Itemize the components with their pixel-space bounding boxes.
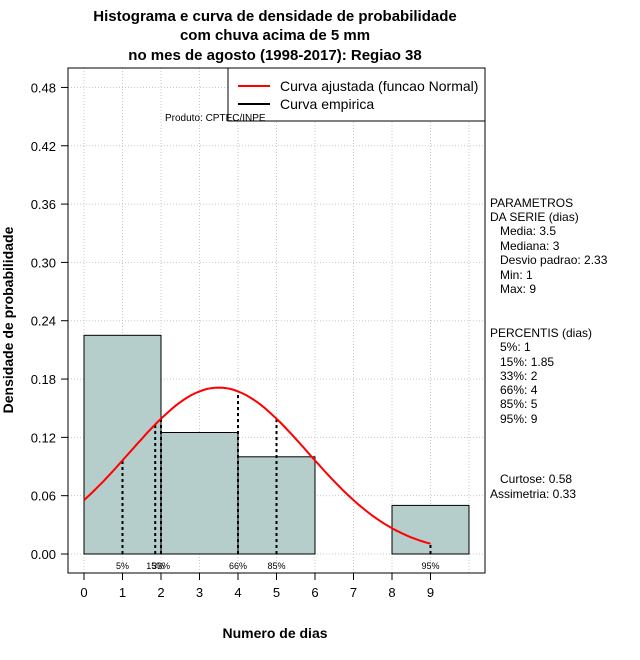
- x-tick-label: 8: [388, 585, 395, 600]
- percentile-line: PERCENTIS (dias): [490, 326, 592, 340]
- y-tick-label: 0.00: [31, 547, 56, 562]
- legend-label-fit: Curva ajustada (funcao Normal): [280, 78, 478, 94]
- y-tick-label: 0.18: [31, 372, 56, 387]
- percentile-line: 66%: 4: [490, 383, 538, 397]
- chart-title-line-2: com chuva acima de 5 mm: [180, 27, 370, 44]
- histogram-bar: [160, 432, 239, 555]
- param-line: DA SERIE (dias): [490, 210, 579, 224]
- param-line: Media: 3.5: [490, 224, 556, 238]
- percentile-line: 33%: 2: [490, 369, 538, 383]
- side-panel: PARAMETROS DA SERIE (dias) Media: 3.5 Me…: [490, 196, 608, 501]
- param-line: PARAMETROS: [490, 196, 573, 210]
- y-axis-label: Densidade de probabilidade: [0, 226, 16, 413]
- legend-label-empirical: Curva empirica: [280, 96, 374, 112]
- legend: Curva ajustada (funcao Normal) Curva emp…: [227, 67, 486, 122]
- y-tick-label: 0.48: [31, 80, 56, 95]
- percentile-lines: 5% 15%33% 66% 85% 95%: [116, 391, 440, 571]
- x-axis: 0 1 2 3 4 5 6 7 8 9: [80, 572, 434, 600]
- y-tick-label: 0.12: [31, 430, 56, 445]
- chart-title-line-1: Histograma e curva de densidade de proba…: [93, 8, 456, 25]
- x-tick-label: 0: [80, 585, 87, 600]
- skewness-text: Assimetria: 0.33: [490, 487, 576, 501]
- percentile-line: 15%: 1.85: [490, 355, 554, 369]
- legend-box: [227, 67, 486, 122]
- y-tick-label: 0.30: [31, 255, 56, 270]
- y-tick-label: 0.42: [31, 139, 56, 154]
- x-tick-label: 6: [311, 585, 318, 600]
- percentile-line: 85%: 5: [490, 397, 538, 411]
- y-tick-label: 0.06: [31, 489, 56, 504]
- percentile-label: 33%: [152, 561, 170, 571]
- percentile-label: 15%: [146, 561, 164, 571]
- percentile-label: 66%: [229, 561, 247, 571]
- percentile-label: 95%: [421, 561, 439, 571]
- y-tick-label: 0.24: [31, 314, 56, 329]
- percentile-label: 5%: [116, 561, 129, 571]
- x-tick-label: 9: [427, 585, 434, 600]
- chart-title-line-3: no mes de agosto (1998-2017): Regiao 38: [128, 47, 421, 64]
- param-line: Max: 9: [490, 282, 536, 296]
- x-tick-label: 7: [350, 585, 357, 600]
- x-axis-label: Numero de dias: [222, 625, 327, 641]
- x-tick-label: 3: [196, 585, 203, 600]
- param-line: Mediana: 3: [490, 239, 560, 253]
- product-credit: Produto: CPTEC/INPE: [165, 113, 266, 124]
- y-axis: 0.00 0.06 0.12 0.18 0.24 0.30 0.36 0.42 0.48: [31, 80, 69, 562]
- percentile-line: 95%: 9: [490, 412, 538, 426]
- x-tick-label: 2: [157, 585, 164, 600]
- x-tick-label: 4: [234, 585, 241, 600]
- percentile-line: 5%: 1: [490, 340, 531, 354]
- percentile-label: 85%: [267, 561, 285, 571]
- x-tick-label: 5: [273, 585, 280, 600]
- param-line: Desvio padrao: 2.33: [490, 253, 608, 267]
- fitted-normal-curve: [83, 386, 431, 545]
- param-line: Min: 1: [490, 268, 533, 282]
- x-tick-label: 1: [119, 585, 126, 600]
- kurtosis-text: Curtose: 0.58: [490, 472, 572, 486]
- y-tick-label: 0.36: [31, 197, 56, 212]
